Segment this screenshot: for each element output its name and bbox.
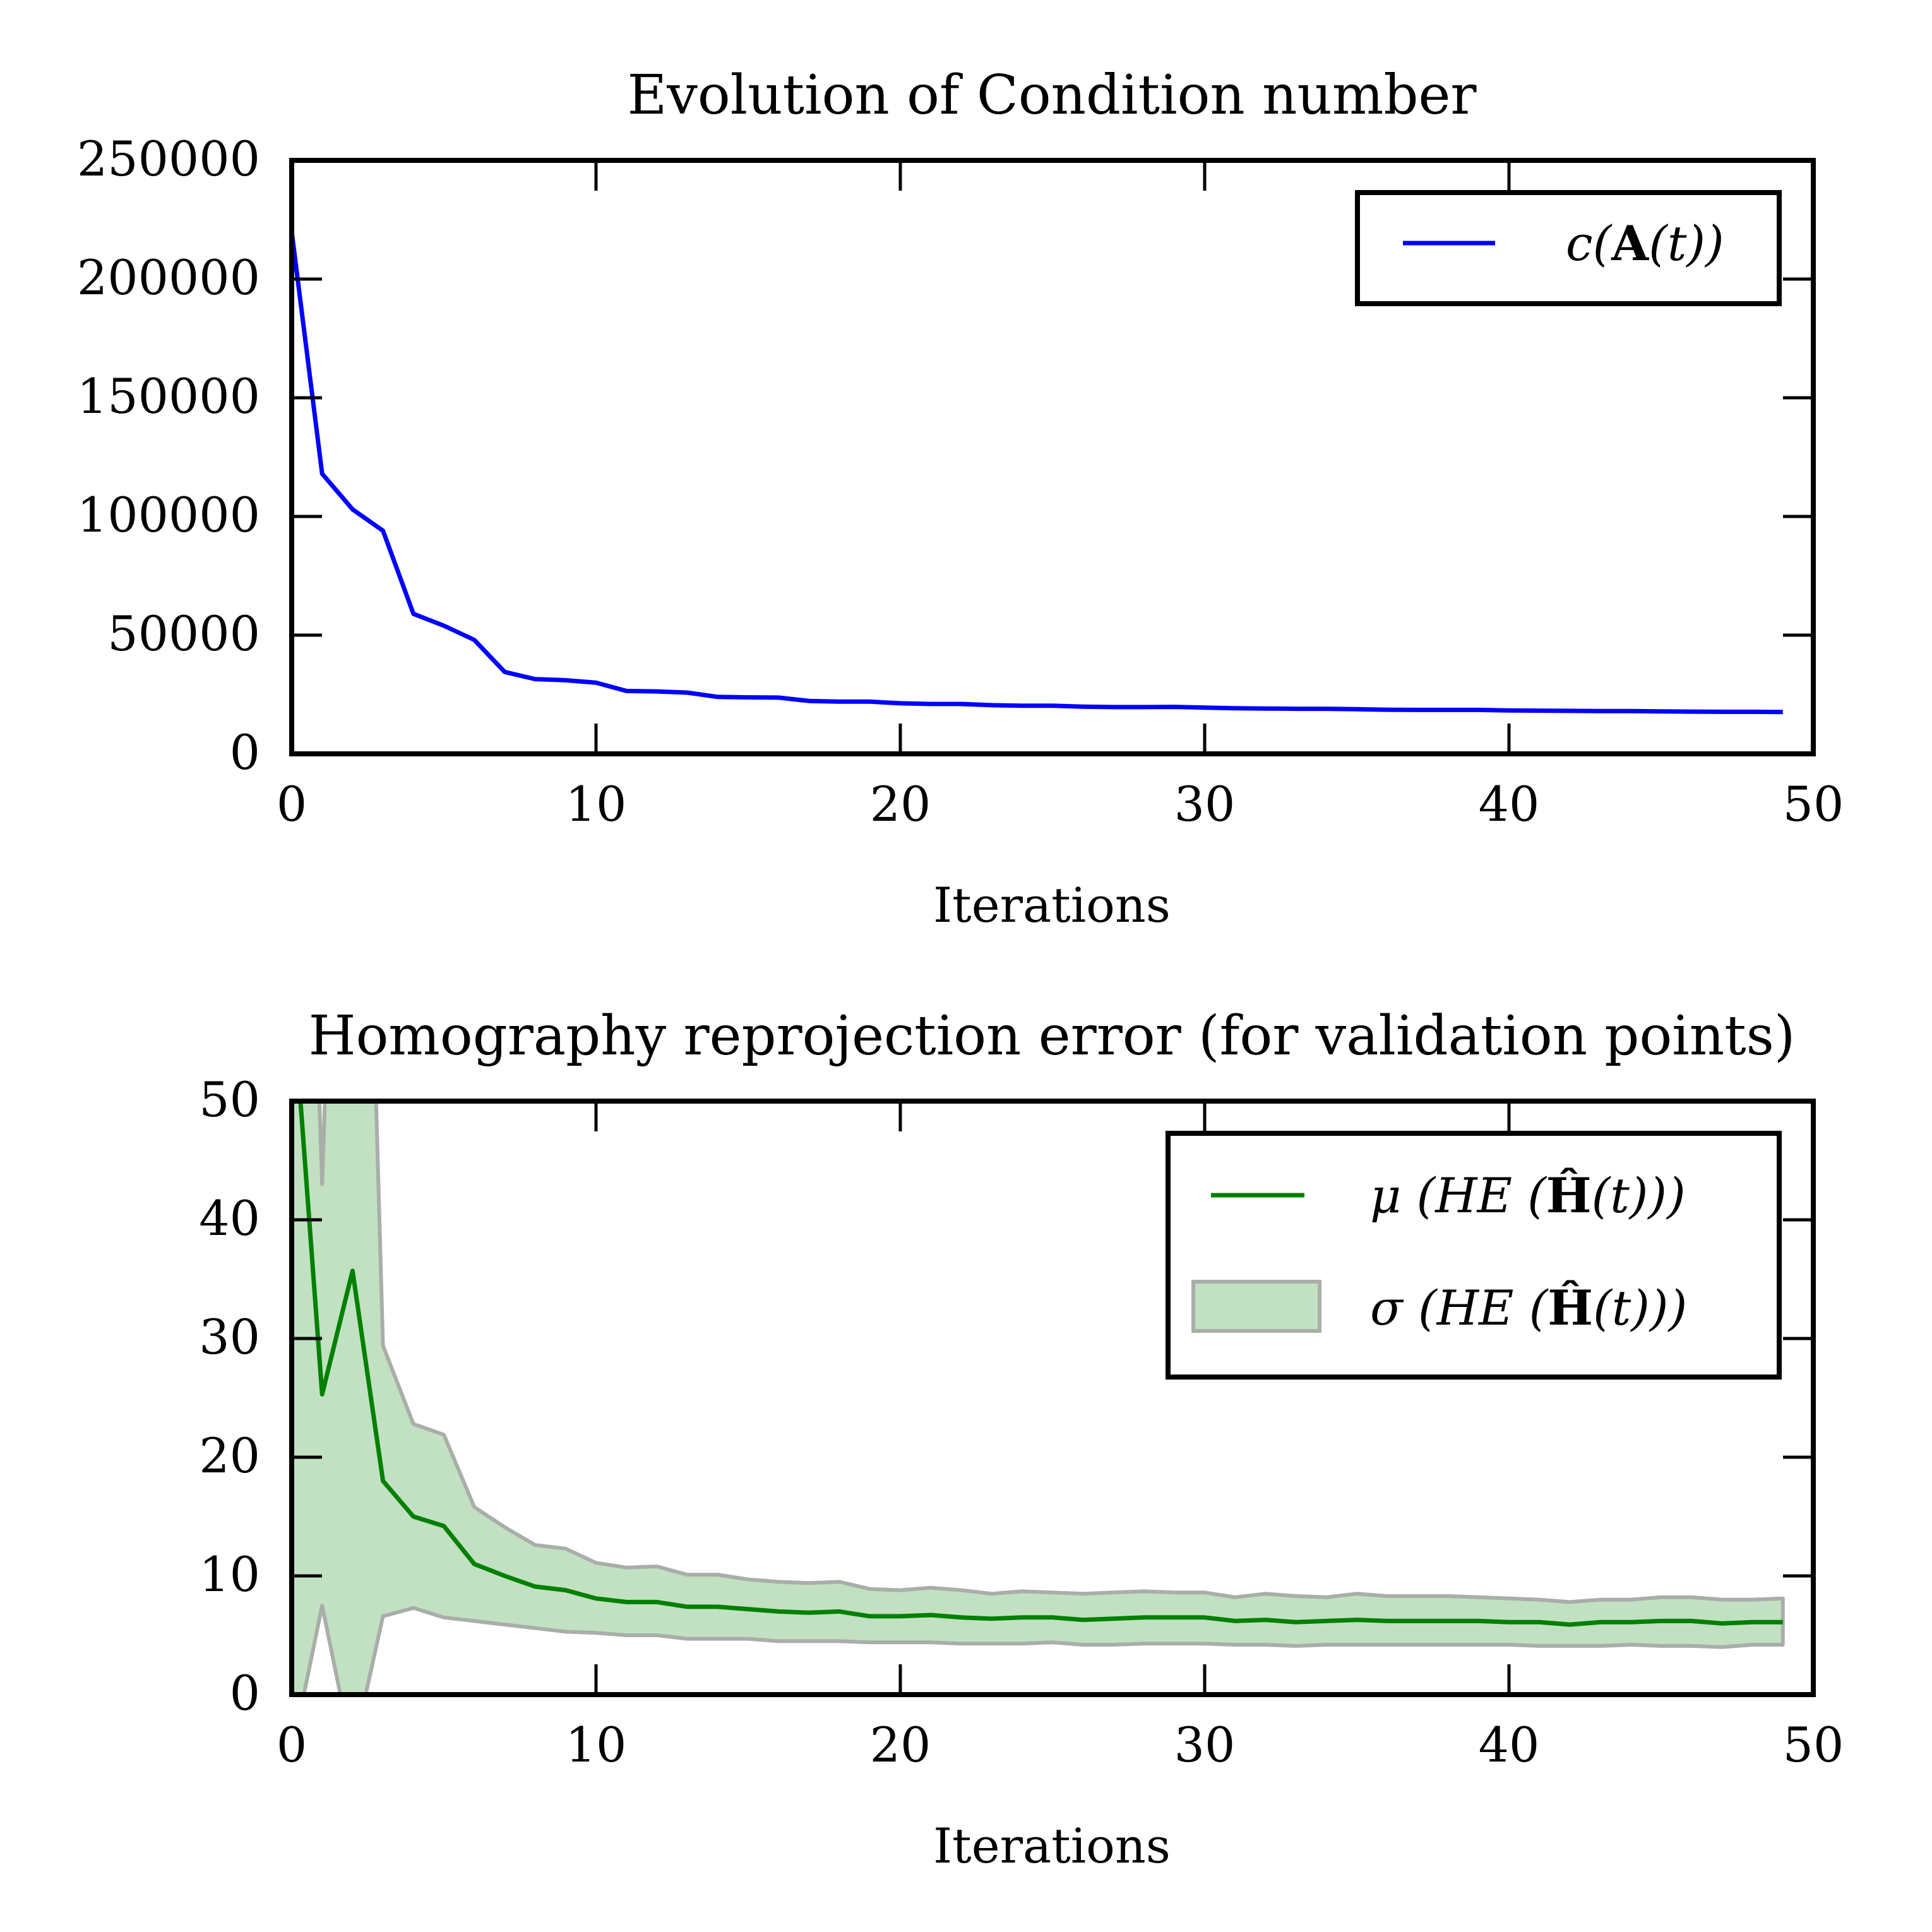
x-tick-label: 20 xyxy=(870,1717,931,1773)
axis-ticks: 0 10 20 30 40 50 0 50000 100000 150000 200000 25000… xyxy=(77,131,1844,832)
chart-title: Homography reprojection error (for valid… xyxy=(309,1005,1796,1068)
reprojection-error-chart: Homography reprojection error (for valid… xyxy=(199,1005,1844,1874)
plot-frame xyxy=(289,1099,1816,1697)
y-tick-label: 20 xyxy=(199,1428,260,1484)
std-band-area xyxy=(292,1101,1785,1695)
condition-number-line xyxy=(292,231,1783,715)
x-tick-label: 0 xyxy=(277,776,307,832)
x-tick-label: 20 xyxy=(870,776,931,832)
x-tick-label: 40 xyxy=(1479,776,1540,832)
x-tick-label: 0 xyxy=(277,1717,307,1773)
x-tick-label: 10 xyxy=(566,1717,627,1773)
y-tick-label: 250000 xyxy=(77,131,260,187)
x-tick-label: 40 xyxy=(1479,1717,1540,1773)
x-tick-label: 50 xyxy=(1783,776,1844,832)
x-tick-label: 50 xyxy=(1783,1717,1844,1773)
chart-title: Evolution of Condition number xyxy=(627,64,1477,127)
y-tick-label: 200000 xyxy=(77,249,260,306)
legend: μ (HE (Ĥ(t))) σ (HE (Ĥ(t))) xyxy=(1166,1131,1782,1380)
legend-entry-label: c(A(t)) xyxy=(1566,215,1724,271)
y-tick-label: 0 xyxy=(230,1665,260,1721)
axis-ticks: 0 10 20 30 40 50 0 10 20 30 40 50 xyxy=(199,1071,1844,1773)
plot-marks xyxy=(292,1101,1785,1695)
y-tick-label: 10 xyxy=(199,1546,260,1602)
y-tick-label: 150000 xyxy=(77,368,260,424)
y-tick-label: 50 xyxy=(199,1071,260,1128)
x-tick-label: 30 xyxy=(1174,1717,1236,1773)
x-tick-label: 10 xyxy=(566,776,627,832)
y-tick-label: 0 xyxy=(230,724,260,780)
y-tick-label: 50000 xyxy=(107,605,260,662)
legend-box xyxy=(1355,190,1782,306)
plot-marks xyxy=(292,231,1783,715)
mean-error-line xyxy=(298,1101,1783,1627)
legend-entry-label: μ (HE (Ĥ(t))) xyxy=(1370,1167,1686,1224)
x-axis-label: Iterations xyxy=(933,877,1171,933)
legend-entry-label: σ (HE (Ĥ(t))) xyxy=(1370,1279,1687,1336)
legend-box xyxy=(1166,1131,1782,1380)
x-axis-label: Iterations xyxy=(933,1818,1171,1874)
condition-number-chart: Evolution of Condition number 0 10 20 30 40 5… xyxy=(77,64,1844,933)
y-tick-label: 100000 xyxy=(77,487,260,543)
y-tick-label: 40 xyxy=(199,1190,260,1246)
legend: c(A(t)) xyxy=(1355,190,1782,306)
legend-band-sample xyxy=(1191,1280,1321,1333)
x-tick-label: 30 xyxy=(1174,776,1236,832)
y-tick-label: 30 xyxy=(199,1309,260,1365)
plot-frame xyxy=(289,158,1816,756)
